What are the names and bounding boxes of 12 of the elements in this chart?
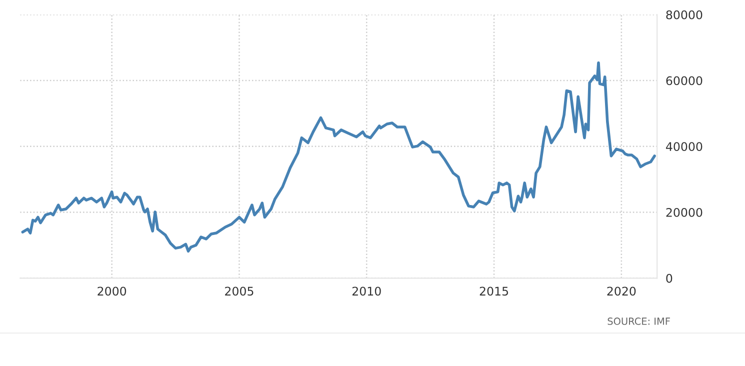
source-note: SOURCE: IMF <box>608 318 670 325</box>
line-series <box>21 61 656 253</box>
x-tick-label: 2010 <box>352 286 381 296</box>
y-tick-label: 60000 <box>666 76 702 86</box>
x-tick-label: 2015 <box>480 286 508 296</box>
y-tick-label: 40000 <box>666 142 702 152</box>
y-tick-label: 20000 <box>666 208 702 217</box>
x-tick-label: 2005 <box>225 286 254 296</box>
x-tick-label: 2000 <box>98 286 126 296</box>
y-tick-label: 0 <box>666 274 672 283</box>
y-tick-label: 80000 <box>666 10 702 20</box>
x-tick-label: 2020 <box>607 286 636 296</box>
